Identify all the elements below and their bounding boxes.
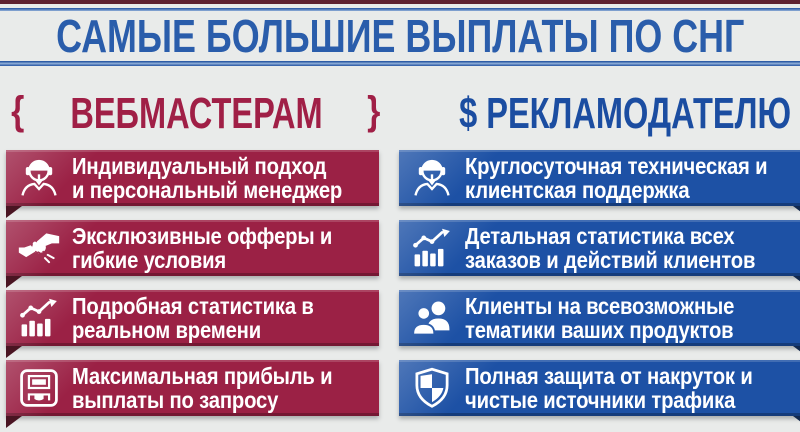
handshake-icon — [6, 226, 72, 270]
benefit-ribbon: Круглосуточная техническая и клиентская … — [398, 150, 800, 218]
clients-users-icon — [399, 296, 465, 340]
benefit-line: заказов и действий клиентов — [464, 247, 756, 273]
benefit-ribbon: Подробная статистика в реальном времени — [6, 290, 379, 358]
ribbon-fold — [792, 346, 800, 358]
benefit-text: Детальная статистика всех заказов и дейс… — [464, 222, 756, 273]
benefit-ribbon: Эксклюзивные офферы и гибкие условия — [6, 220, 379, 288]
ribbon-fold — [6, 276, 22, 288]
support-agent-icon — [6, 156, 72, 200]
ribbon-fold — [792, 276, 800, 288]
benefit-line: Индивидуальный подход — [72, 152, 327, 179]
benefit-text: Клиенты на всевозможные тематики ваших п… — [464, 292, 735, 343]
title-divider-top — [0, 8, 800, 11]
page-title-row: САМЫЕ БОЛЬШИЕ ВЫПЛАТЫ ПО СНГ — [0, 10, 800, 62]
benefit-line: Круглосуточная техническая и — [464, 152, 768, 179]
benefit-ribbon: Клиенты на всевозможные тематики ваших п… — [398, 290, 800, 358]
benefit-line: тематики ваших продуктов — [464, 317, 734, 343]
benefit-line: выплаты по запросу — [72, 387, 279, 413]
page-title: САМЫЕ БОЛЬШИЕ ВЫПЛАТЫ ПО СНГ — [55, 10, 745, 62]
benefit-line: гибкие условия — [72, 247, 227, 273]
benefit-line: Подробная статистика в — [72, 292, 314, 319]
advertisers-column: Круглосуточная техническая и клиентская … — [393, 150, 800, 430]
ribbon-fold — [792, 416, 800, 428]
title-divider-bottom — [0, 61, 800, 66]
benefit-ribbon: Детальная статистика всех заказов и дейс… — [398, 220, 800, 288]
benefit-line: Эксклюзивные офферы и — [72, 222, 333, 249]
realtime-stats-icon — [6, 296, 72, 340]
benefit-text: Максимальная прибыль и выплаты по запрос… — [72, 362, 333, 413]
brace-right: } — [367, 88, 381, 133]
column-headers: { ВЕБМАСТЕРАМ } $ РЕКЛАМОДАТЕЛЮ $ — [0, 88, 800, 140]
benefit-line: Клиенты на всевозможные — [464, 292, 735, 319]
shield-protection-icon — [399, 366, 465, 410]
benefit-text: Индивидуальный подход и персональный мен… — [72, 152, 343, 203]
benefit-line: реальном времени — [72, 317, 261, 343]
top-accent-bar — [0, 0, 800, 4]
benefit-text: Эксклюзивные офферы и гибкие условия — [72, 222, 333, 273]
benefit-line: Максимальная прибыль и — [72, 362, 333, 389]
benefit-line: клиентская поддержка — [464, 177, 690, 203]
stats-chart-icon — [399, 226, 465, 270]
ribbon-fold — [6, 206, 22, 218]
brace-left: { — [11, 88, 25, 133]
webmasters-header-label: ВЕБМАСТЕРАМ — [69, 89, 323, 138]
benefit-line: Детальная статистика всех — [464, 222, 735, 249]
ribbon-fold — [6, 416, 22, 428]
atm-payout-icon — [6, 366, 72, 410]
benefit-line: и персональный менеджер — [72, 177, 343, 203]
benefit-text: Круглосуточная техническая и клиентская … — [464, 152, 768, 203]
benefit-line: Полная защита от накруток и — [464, 362, 753, 389]
column-header-webmasters: { ВЕБМАСТЕРАМ } — [0, 88, 396, 140]
benefit-text: Подробная статистика в реальном времени — [72, 292, 314, 343]
benefit-columns: Индивидуальный подход и персональный мен… — [0, 150, 800, 430]
ribbon-fold — [792, 206, 800, 218]
advertisers-header-label: $ РЕКЛАМОДАТЕЛЮ $ — [459, 89, 800, 138]
webmasters-column: Индивидуальный подход и персональный мен… — [0, 150, 393, 430]
benefit-text: Полная защита от накруток и чистые источ… — [464, 362, 753, 413]
column-header-advertisers: $ РЕКЛАМОДАТЕЛЮ $ — [396, 88, 800, 140]
benefit-line: чистые источники трафика — [464, 387, 736, 413]
benefit-ribbon: Полная защита от накруток и чистые источ… — [398, 360, 800, 428]
benefit-ribbon: Индивидуальный подход и персональный мен… — [6, 150, 379, 218]
benefit-ribbon: Максимальная прибыль и выплаты по запрос… — [6, 360, 379, 428]
support-agent-icon — [399, 156, 465, 200]
ribbon-fold — [6, 346, 22, 358]
